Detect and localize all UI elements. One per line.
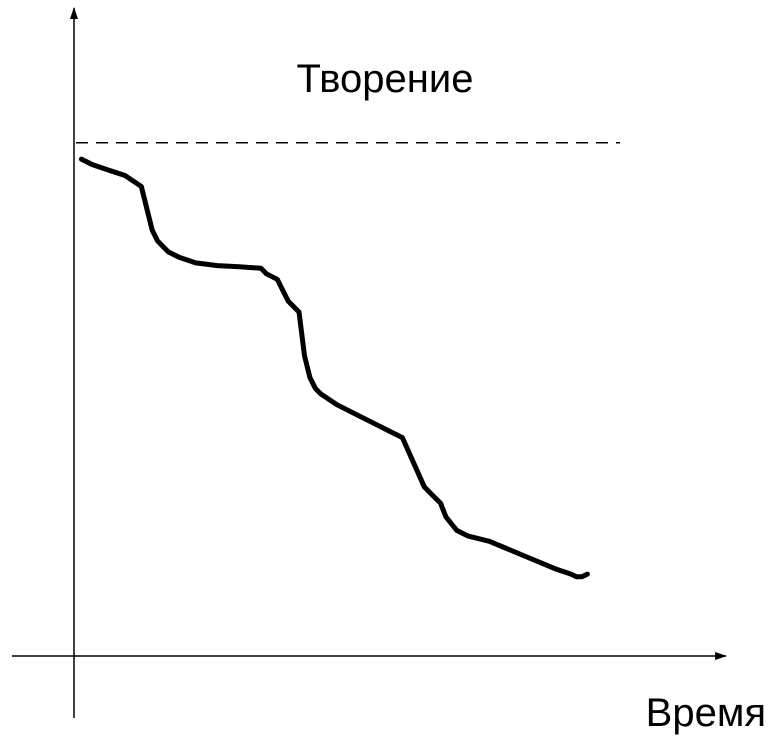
x-axis-label: Время bbox=[646, 691, 766, 735]
series-line bbox=[78, 156, 590, 580]
reference-line-label: Творение bbox=[297, 57, 474, 101]
